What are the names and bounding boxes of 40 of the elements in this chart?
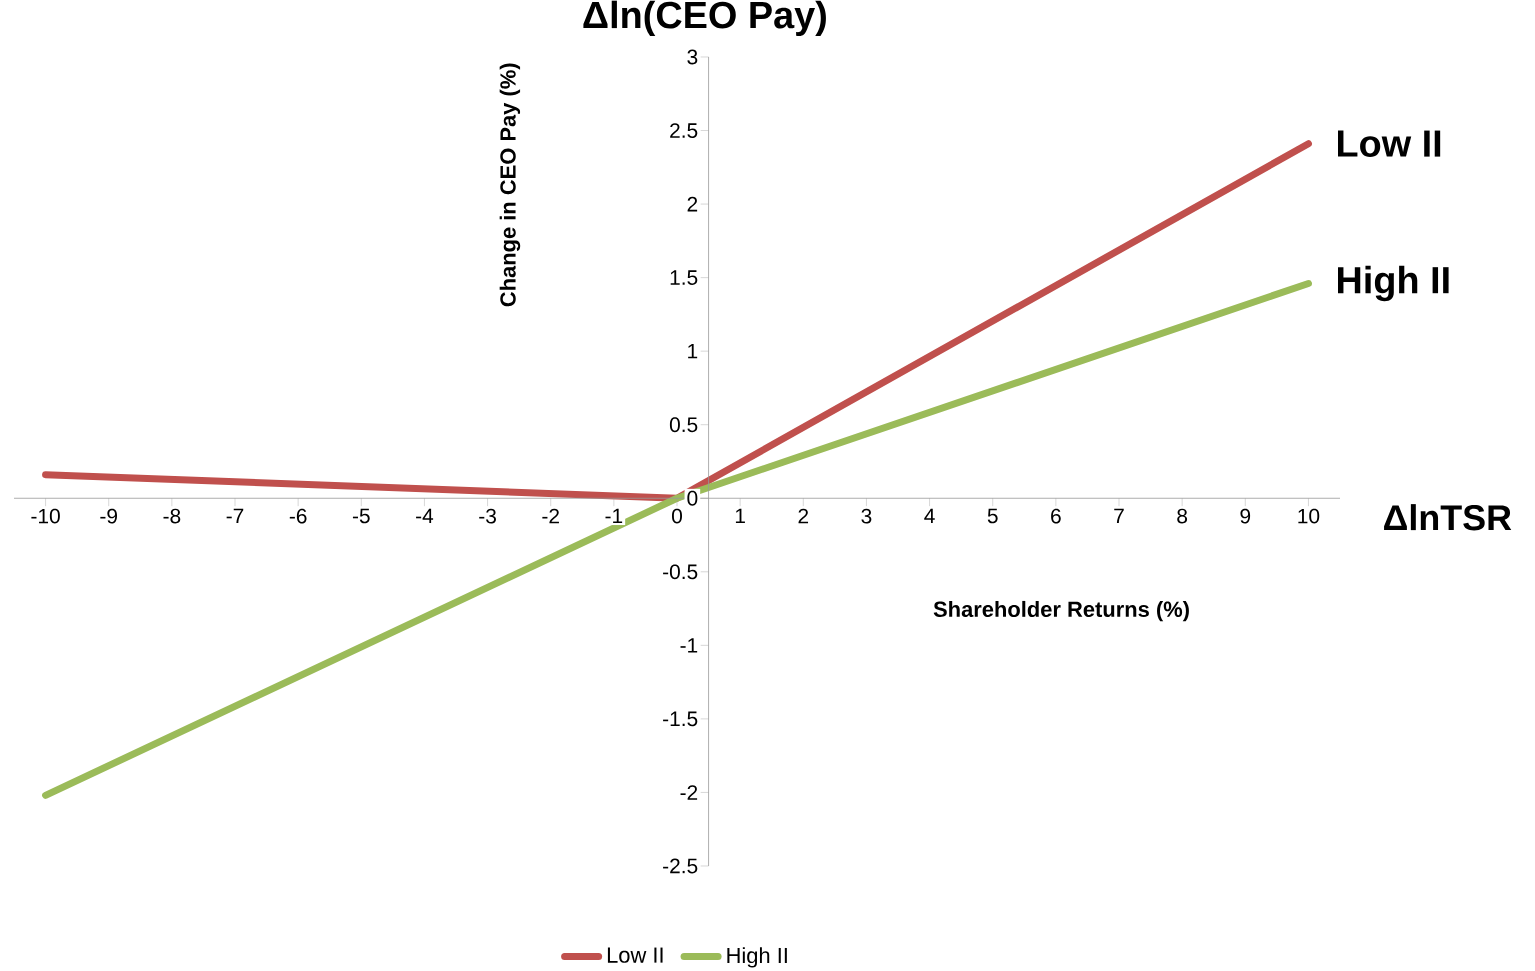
x-tick-label: -8 bbox=[163, 508, 181, 524]
x-tick-label: -6 bbox=[289, 508, 307, 524]
y-tick-label: 0 bbox=[687, 490, 698, 506]
x-tick-label: 3 bbox=[861, 508, 872, 524]
x-axis-title: Shareholder Returns (%) bbox=[933, 600, 1189, 622]
legend-label: High II bbox=[727, 947, 787, 968]
x-tick-label: 8 bbox=[1177, 508, 1188, 524]
y-tick-label: 0.5 bbox=[669, 417, 698, 433]
x-tick-label: -7 bbox=[226, 508, 244, 524]
x-tick-label: 7 bbox=[1114, 508, 1124, 524]
y-tick-label: 2.5 bbox=[670, 123, 698, 138]
y-tick-label: -2.5 bbox=[663, 858, 698, 874]
x-tick-label: -1 bbox=[605, 508, 623, 524]
y-tick-label: -2 bbox=[680, 785, 698, 800]
x-tick-label: 9 bbox=[1240, 508, 1251, 524]
text: High II bbox=[1338, 265, 1449, 302]
y-tick-label: 2 bbox=[687, 196, 698, 212]
y-tick-label: 3 bbox=[687, 49, 698, 65]
x-tick-label: 4 bbox=[924, 508, 935, 524]
y-tick-label: -1.5 bbox=[663, 711, 698, 727]
x-tick-label: 2 bbox=[798, 508, 809, 524]
y-tick-label: -0.5 bbox=[663, 564, 698, 580]
text: Low II bbox=[1338, 130, 1441, 157]
y-tick-label: -1 bbox=[680, 638, 698, 653]
chart-title: Δln(CEO Pay) bbox=[583, 0, 826, 36]
legend-label: Low II bbox=[607, 947, 663, 963]
text: ΔlnTSR bbox=[1384, 504, 1512, 531]
x-tick-label: -10 bbox=[31, 508, 60, 524]
x-tick-label: -3 bbox=[479, 508, 496, 524]
x-tick-label: -9 bbox=[100, 508, 118, 524]
x-tick-label: 1 bbox=[735, 508, 745, 524]
x-tick-label: -5 bbox=[352, 508, 370, 524]
x-tick-label: -2 bbox=[542, 508, 559, 524]
x-tick-label: 5 bbox=[987, 508, 998, 524]
x-tick-label: -4 bbox=[416, 508, 434, 524]
x-tick-label: 6 bbox=[1051, 508, 1061, 524]
y-tick-label: 1 bbox=[688, 344, 698, 359]
x-tick-label: 10 bbox=[1298, 508, 1320, 524]
y-axis-title: Change in CEO Pay (%) bbox=[499, 63, 521, 307]
y-tick-label: 1.5 bbox=[670, 270, 698, 285]
